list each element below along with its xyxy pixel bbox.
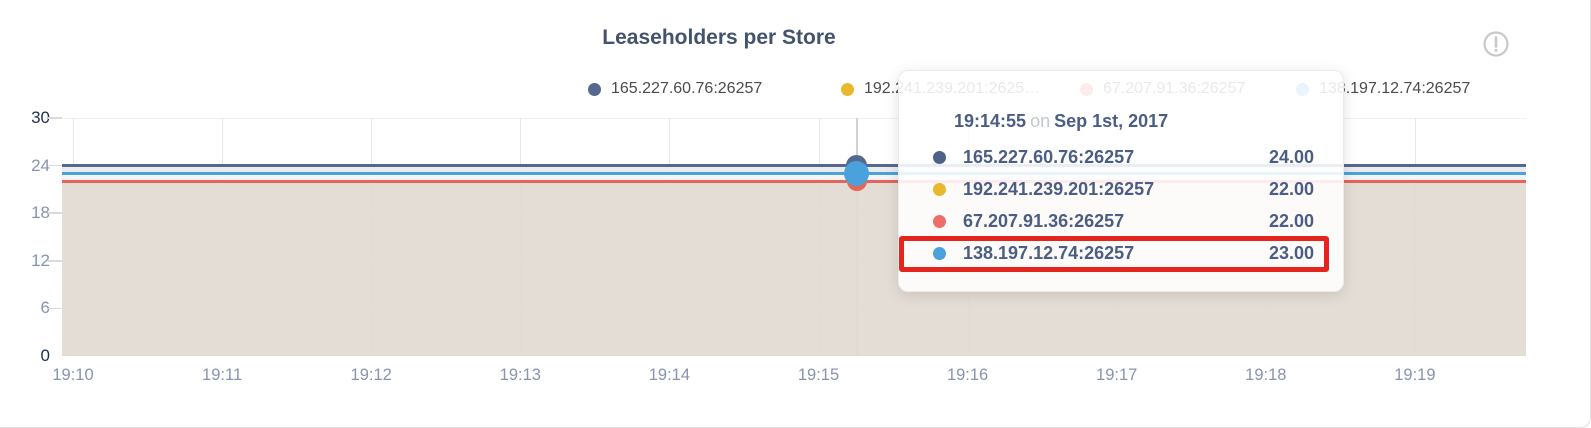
tooltip-row: 165.227.60.76:26257 24.00 bbox=[899, 141, 1345, 173]
tooltip-time: 19:14:55 bbox=[954, 111, 1027, 131]
tooltip-row: 67.207.91.36:26257 22.00 bbox=[899, 205, 1345, 237]
x-axis-label: 19:14 bbox=[648, 366, 691, 384]
tooltip-conjunction: on bbox=[1030, 111, 1051, 131]
inter-series-band bbox=[62, 167, 1526, 172]
tooltip-series-name: 138.197.12.74:26257 bbox=[963, 243, 1135, 263]
x-axis-label: 19:13 bbox=[499, 366, 541, 384]
hover-tooltip: 19:14:55 on Sep 1st, 2017 165.227.60.76:26… bbox=[898, 70, 1344, 292]
tooltip-series-value: 22.00 bbox=[1268, 179, 1314, 199]
alert-circle-icon[interactable] bbox=[1481, 29, 1511, 59]
tooltip-series-value: 23.00 bbox=[1268, 243, 1314, 263]
legend-label: 138.197.12.74:26257 bbox=[1319, 80, 1471, 97]
y-axis-label: 30 bbox=[31, 108, 50, 127]
tooltip-series-dot bbox=[933, 182, 946, 196]
hover-point-marker bbox=[844, 161, 870, 187]
x-axis-label: 19:18 bbox=[1245, 366, 1287, 384]
tooltip-date: Sep 1st, 2017 bbox=[1054, 111, 1169, 131]
x-axis-label: 19:11 bbox=[202, 366, 243, 384]
series-line bbox=[62, 171, 1526, 176]
tooltip-series-value: 24.00 bbox=[1268, 147, 1314, 167]
series-line bbox=[62, 163, 1526, 168]
tooltip-row: 138.197.12.74:26257 23.00 bbox=[899, 237, 1345, 269]
chart-title: Leaseholders per Store bbox=[602, 26, 836, 49]
tooltip-row: 192.241.239.201:26257 22.00 bbox=[899, 173, 1345, 205]
tooltip-series-name: 165.227.60.76:26257 bbox=[963, 147, 1135, 167]
y-axis-label: 24 bbox=[31, 155, 50, 175]
y-axis-label: 18 bbox=[31, 203, 50, 223]
x-axis-label: 19:10 bbox=[52, 366, 94, 384]
legend-color-dot bbox=[841, 82, 854, 96]
y-tick-mark bbox=[48, 117, 62, 119]
tooltip-series-name: 67.207.91.36:26257 bbox=[963, 211, 1125, 231]
y-tick-mark bbox=[48, 164, 62, 167]
plot-area[interactable] bbox=[48, 117, 1526, 356]
y-axis-label: 12 bbox=[31, 250, 50, 270]
x-axis-label: 19:19 bbox=[1394, 366, 1436, 384]
legend-label: 165.227.60.76:26257 bbox=[611, 80, 763, 97]
tooltip-series-name: 192.241.239.201:26257 bbox=[963, 179, 1155, 199]
legend-item: 165.227.60.76:26257 bbox=[588, 79, 762, 99]
y-tick-mark bbox=[48, 212, 62, 214]
tooltip-series-dot bbox=[933, 246, 946, 260]
h-gridline bbox=[62, 118, 1526, 119]
x-axis-label: 19:17 bbox=[1096, 366, 1138, 384]
series-line bbox=[62, 179, 1526, 184]
x-axis-label: 19:12 bbox=[350, 366, 392, 384]
y-tick-mark bbox=[48, 260, 62, 262]
y-axis-label: 6 bbox=[40, 298, 50, 318]
y-axis-label: 0 bbox=[40, 346, 50, 365]
tooltip-series-value: 22.00 bbox=[1268, 211, 1314, 231]
x-axis-label: 19:15 bbox=[797, 366, 840, 384]
x-axis-label: 19:16 bbox=[946, 366, 989, 384]
y-tick-mark bbox=[48, 307, 62, 310]
tooltip-series-dot bbox=[933, 214, 946, 228]
inter-series-band bbox=[62, 175, 1526, 180]
tooltip-series-dot bbox=[933, 150, 946, 164]
tooltip-header: 19:14:55 on Sep 1st, 2017 bbox=[954, 107, 1168, 135]
legend-color-dot bbox=[588, 82, 601, 96]
